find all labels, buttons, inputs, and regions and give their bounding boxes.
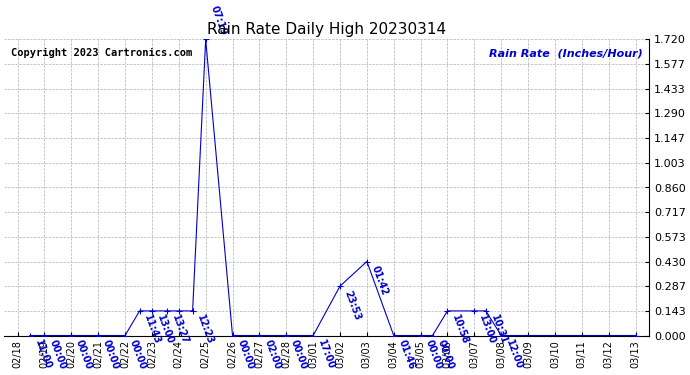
Text: 00:00: 00:00 xyxy=(289,338,309,371)
Title: Rain Rate Daily High 20230314: Rain Rate Daily High 20230314 xyxy=(207,22,446,37)
Text: 01:42: 01:42 xyxy=(370,264,390,297)
Text: 00:00: 00:00 xyxy=(235,338,255,371)
Text: 00:00: 00:00 xyxy=(74,338,94,371)
Text: Rain Rate  (Inches/Hour): Rain Rate (Inches/Hour) xyxy=(489,48,642,58)
Text: 02:00: 02:00 xyxy=(262,338,282,371)
Text: 13:00: 13:00 xyxy=(477,314,497,346)
Text: 07:19: 07:19 xyxy=(208,4,228,37)
Text: 11:43: 11:43 xyxy=(142,314,162,346)
Text: 13:27: 13:27 xyxy=(170,314,190,346)
Text: Copyright 2023 Cartronics.com: Copyright 2023 Cartronics.com xyxy=(10,48,192,58)
Text: 10:31: 10:31 xyxy=(489,314,509,346)
Text: 00:00: 00:00 xyxy=(435,338,455,371)
Text: 00:00: 00:00 xyxy=(424,338,444,371)
Text: 00:00: 00:00 xyxy=(101,338,121,371)
Text: 12:23: 12:23 xyxy=(195,314,215,346)
Text: 23:53: 23:53 xyxy=(343,289,363,321)
Text: 13:00: 13:00 xyxy=(155,314,175,346)
Text: 00:00: 00:00 xyxy=(128,338,148,371)
Text: 10:58: 10:58 xyxy=(451,314,471,346)
Text: 00:00: 00:00 xyxy=(47,338,67,371)
Text: 11:00: 11:00 xyxy=(32,338,52,371)
Text: 12:00: 12:00 xyxy=(504,338,524,371)
Text: 17:00: 17:00 xyxy=(316,338,336,371)
Text: 01:46: 01:46 xyxy=(397,338,417,371)
